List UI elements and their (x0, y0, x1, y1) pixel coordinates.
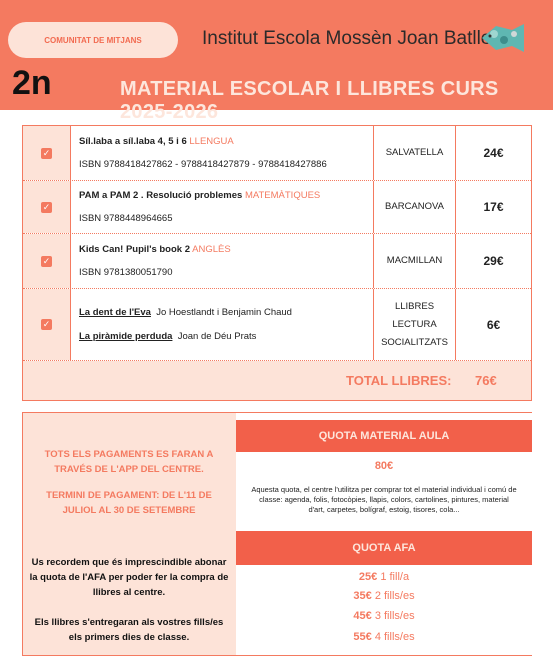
check-cell: ✓ (23, 181, 71, 233)
grade: 2n (12, 64, 52, 102)
text: 35€ (353, 590, 372, 602)
check-cell: ✓ (23, 234, 71, 288)
check-cell: ✓ (23, 289, 71, 360)
payment-box: TOTS ELS PAGAMENTS ES FARAN A TRAVÉS DE … (22, 412, 532, 656)
header: COMUNITAT DE MITJANS Institut Escola Mos… (0, 0, 553, 123)
price: 24€ (483, 146, 504, 160)
text: 3 fills/es (374, 610, 415, 622)
school-name: Institut Escola Mossèn Joan Batlle (202, 28, 492, 49)
reading: La piràmide perduda Joan de Déu Prats (79, 331, 256, 342)
fee: 55€ 4 fills/es (236, 631, 532, 643)
publisher: SALVATELLA (373, 126, 456, 180)
text: Síl.laba a síl.laba 4, 5 i 6 (79, 136, 187, 147)
total-row: TOTAL LLIBRES: 76€ (23, 361, 531, 400)
reading: La dent de l'Eva Jo Hoestlandt i Benjami… (79, 307, 292, 318)
book-table: ✓ Síl.laba a síl.laba 4, 5 i 6 LLENGUA I… (22, 125, 532, 401)
text: 25€ (358, 571, 378, 583)
note: Us recordem que és imprescindible abonar… (29, 557, 229, 598)
isbn: ISBN 9788418427862 - 9788418427879 - 978… (79, 159, 327, 170)
note: TOTS ELS PAGAMENTS ES FARAN A TRAVÉS DE … (44, 449, 214, 475)
book-row: ✓ PAM a PAM 2 . Resolució problemes MATE… (23, 181, 531, 234)
book-title: Kids Can! Pupil's book 2 ANGLÈS (79, 244, 231, 255)
book-row: ✓ Síl.laba a síl.laba 4, 5 i 6 LLENGUA I… (23, 126, 531, 181)
isbn: ISBN 9788448964665 (79, 213, 173, 224)
checkbox: ✓ (41, 256, 52, 267)
text: LLENGUA (189, 136, 234, 147)
text: 45€ (353, 610, 372, 622)
fee: 35€ 2 fills/es (236, 590, 532, 602)
book-title: Síl.laba a síl.laba 4, 5 i 6 LLENGUA (79, 136, 234, 147)
badge: COMUNITAT DE MITJANS (8, 22, 178, 58)
publisher: MACMILLAN (373, 234, 456, 288)
fee: 25€ 1 fill/a (236, 571, 532, 583)
checkbox: ✓ (41, 202, 52, 213)
price: 6€ (486, 317, 501, 332)
text: 1 fill/a (380, 571, 410, 583)
note: Els llibres s'entregaran als vostres fil… (34, 617, 224, 643)
text: ANGLÈS (192, 244, 231, 255)
text: La piràmide perduda (79, 331, 173, 342)
isbn: ISBN 9781380051790 (79, 267, 173, 278)
section-heading: QUOTA AFA (236, 531, 532, 565)
text: Kids Can! Pupil's book 2 (79, 244, 190, 255)
text: Joan de Déu Prats (177, 331, 257, 342)
section-heading: QUOTA MATERIAL AULA (236, 420, 532, 452)
total-label: TOTAL LLIBRES: (346, 373, 452, 388)
material-description: Aquesta quota, el centre l'utilitza per … (251, 485, 517, 514)
logo (482, 24, 524, 52)
text: 2 fills/es (374, 590, 415, 602)
publisher: LLIBRES LECTURA SOCIALITZATS (373, 289, 456, 360)
text: 4 fills/es (374, 631, 415, 643)
book-row: ✓ Kids Can! Pupil's book 2 ANGLÈS ISBN 9… (23, 234, 531, 289)
check-cell: ✓ (23, 126, 71, 180)
material-amount: 80€ (374, 460, 394, 472)
text: Jo Hoestlandt i Benjamin Chaud (156, 307, 292, 318)
text: La dent de l'Eva (79, 307, 151, 318)
price: 17€ (483, 200, 504, 214)
publisher: BARCANOVA (373, 181, 456, 233)
text: MATEMÀTIQUES (244, 190, 321, 201)
text: 55€ (353, 631, 372, 643)
text: PAM a PAM 2 . Resolució problemes (79, 190, 243, 201)
book-row: ✓ La dent de l'Eva Jo Hoestlandt i Benja… (23, 289, 531, 361)
checkbox: ✓ (41, 148, 52, 159)
total-value: 76€ (475, 373, 497, 388)
book-title: PAM a PAM 2 . Resolució problemes MATEMÀ… (79, 190, 320, 201)
fee: 45€ 3 fills/es (236, 610, 532, 622)
checkbox: ✓ (41, 319, 52, 330)
price: 29€ (483, 254, 504, 268)
page-title: MATERIAL ESCOLAR I LLIBRES CURS 2025-202… (120, 78, 499, 123)
note: TERMINI DE PAGAMENT: DE L'11 DE JULIOL A… (46, 490, 212, 516)
fees-panel: QUOTA MATERIAL AULA 80€ Aquesta quota, e… (236, 413, 532, 655)
